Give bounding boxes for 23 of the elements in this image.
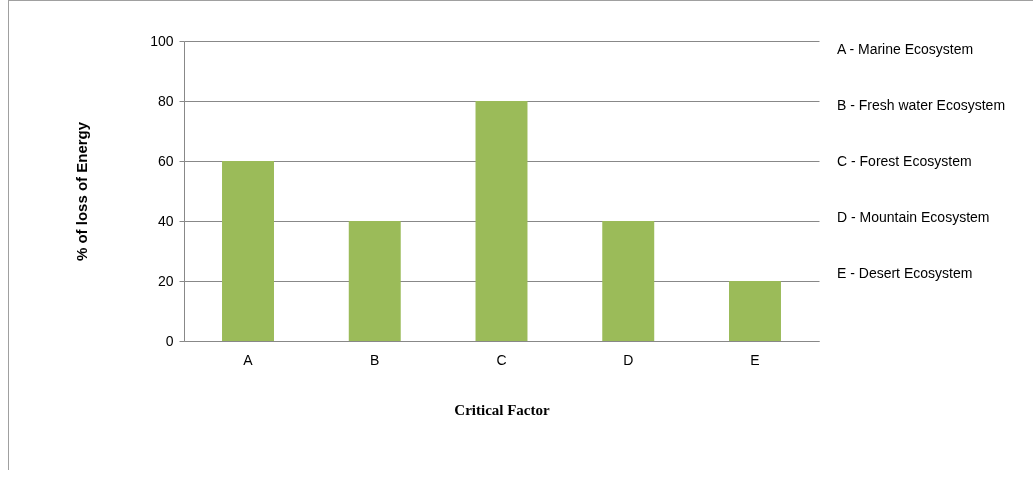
x-tick-label: B <box>370 351 380 368</box>
x-tick-label: D <box>623 351 634 368</box>
bar <box>729 281 781 341</box>
text: C - Forest Ecosystem <box>837 153 973 170</box>
bar <box>222 161 274 341</box>
text: E - Desert Ecosystem <box>837 265 974 282</box>
x-tick-label: C <box>496 351 507 368</box>
x-tick-label: E <box>750 351 760 368</box>
bar <box>348 221 401 341</box>
bar <box>475 101 528 341</box>
x-tick-label: A <box>243 351 254 368</box>
y-tick-label: 80 <box>157 92 174 109</box>
y-tick-label: 20 <box>157 272 174 289</box>
y-tick-label: 100 <box>150 32 174 49</box>
y-tick-label: 0 <box>165 332 174 349</box>
text: A - Marine Ecosystem <box>837 41 975 58</box>
text: B - Fresh water Ecosystem <box>837 97 1007 114</box>
bar <box>602 221 655 341</box>
text: D - Mountain Ecosystem <box>837 209 991 226</box>
y-axis-title: % of loss of Energy <box>73 121 91 262</box>
x-axis-title: Critical Factor <box>454 401 551 418</box>
y-tick-label: 40 <box>157 212 174 229</box>
y-tick-label: 60 <box>157 152 174 169</box>
